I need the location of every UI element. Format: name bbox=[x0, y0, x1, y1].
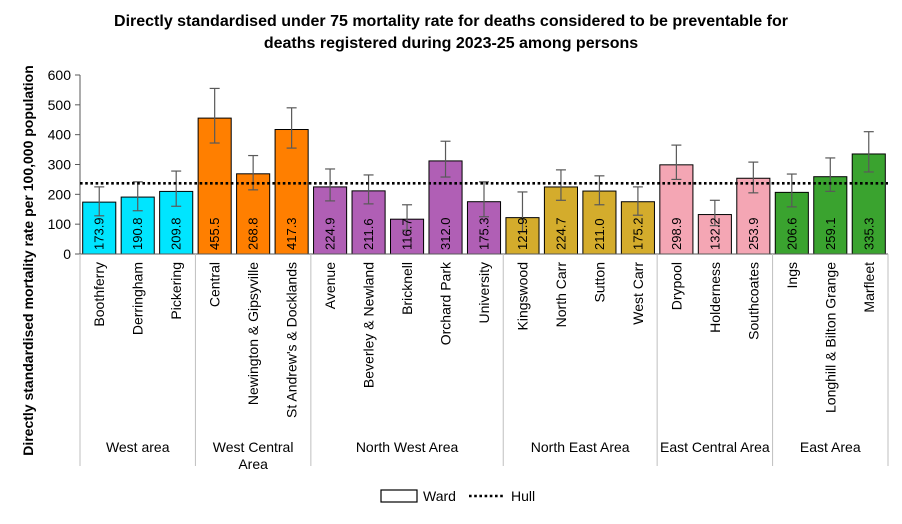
x-category-label: Central bbox=[207, 262, 223, 307]
data-label: 211.0 bbox=[592, 218, 607, 250]
x-category-label: Marfleet bbox=[861, 262, 877, 313]
chart-title-line: Directly standardised under 75 mortality… bbox=[114, 13, 788, 30]
data-label: 209.8 bbox=[169, 217, 184, 250]
y-tick-label: 400 bbox=[48, 127, 72, 143]
data-label: 224.7 bbox=[553, 217, 568, 250]
group-label: West Central bbox=[213, 439, 294, 455]
x-category-label: North Carr bbox=[553, 262, 569, 328]
x-category-label: University bbox=[476, 262, 492, 323]
group-label: East Area bbox=[800, 439, 861, 455]
data-label: 268.8 bbox=[246, 217, 261, 250]
x-category-label: Sutton bbox=[591, 262, 607, 302]
data-label: 211.6 bbox=[361, 218, 376, 250]
group-label: West area bbox=[106, 439, 170, 455]
legend-ward-swatch bbox=[380, 489, 418, 503]
chart-title-line: deaths registered during 2023-25 among p… bbox=[264, 35, 638, 52]
x-category-label: Newington & Gipsyville bbox=[245, 262, 261, 405]
y-tick-label: 300 bbox=[48, 157, 72, 173]
x-category-label: Southcoates bbox=[745, 262, 761, 340]
data-label: 175.2 bbox=[630, 217, 645, 250]
x-category-label: Longhill & Bilton Grange bbox=[822, 262, 838, 413]
data-label: 455.5 bbox=[207, 217, 222, 250]
x-category-label: Derringham bbox=[130, 262, 146, 335]
data-label: 224.9 bbox=[323, 217, 338, 250]
data-label: 206.6 bbox=[784, 217, 799, 250]
data-label: 173.9 bbox=[92, 217, 107, 250]
data-label: 335.3 bbox=[861, 217, 876, 250]
data-label: 190.8 bbox=[130, 217, 145, 250]
x-category-label: Beverley & Newland bbox=[361, 262, 377, 388]
legend-hull-label: Hull bbox=[511, 488, 535, 504]
y-tick-label: 500 bbox=[48, 97, 72, 113]
x-category-label: Boothferry bbox=[91, 262, 107, 327]
data-label: 116.7 bbox=[400, 218, 415, 250]
data-label: 175.3 bbox=[477, 217, 492, 250]
x-category-label: Pickering bbox=[168, 262, 184, 320]
group-label: East Central Area bbox=[660, 439, 770, 455]
x-category-label: Avenue bbox=[322, 262, 338, 309]
data-label: 132.2 bbox=[707, 217, 722, 250]
x-category-label: Drypool bbox=[668, 262, 684, 310]
x-category-label: West Carr bbox=[630, 262, 646, 325]
y-axis-title: Directly standardised mortality rate per… bbox=[20, 65, 36, 456]
y-tick-label: 600 bbox=[48, 67, 72, 83]
bar-central bbox=[197, 117, 232, 255]
data-label: 121.9 bbox=[515, 217, 530, 250]
x-category-label: Bricknell bbox=[399, 262, 415, 315]
x-category-label: Orchard Park bbox=[438, 261, 454, 345]
data-label: 298.9 bbox=[669, 217, 684, 250]
data-label: 253.9 bbox=[746, 217, 761, 250]
group-label: North East Area bbox=[531, 439, 630, 455]
x-category-label: Kingswood bbox=[514, 262, 530, 331]
group-label: Area bbox=[238, 456, 268, 472]
data-label: 312.0 bbox=[438, 217, 453, 250]
y-tick-label: 0 bbox=[63, 246, 71, 262]
y-tick-label: 100 bbox=[48, 216, 72, 232]
x-category-label: St Andrew's & Docklands bbox=[284, 262, 300, 418]
data-label: 259.1 bbox=[823, 217, 838, 250]
x-category-label: Holderness bbox=[707, 262, 723, 333]
y-tick-label: 200 bbox=[48, 186, 72, 202]
x-category-label: Ings bbox=[784, 262, 800, 288]
data-label: 417.3 bbox=[284, 217, 299, 250]
group-label: North West Area bbox=[356, 439, 459, 455]
legend-ward-label: Ward bbox=[423, 488, 456, 504]
